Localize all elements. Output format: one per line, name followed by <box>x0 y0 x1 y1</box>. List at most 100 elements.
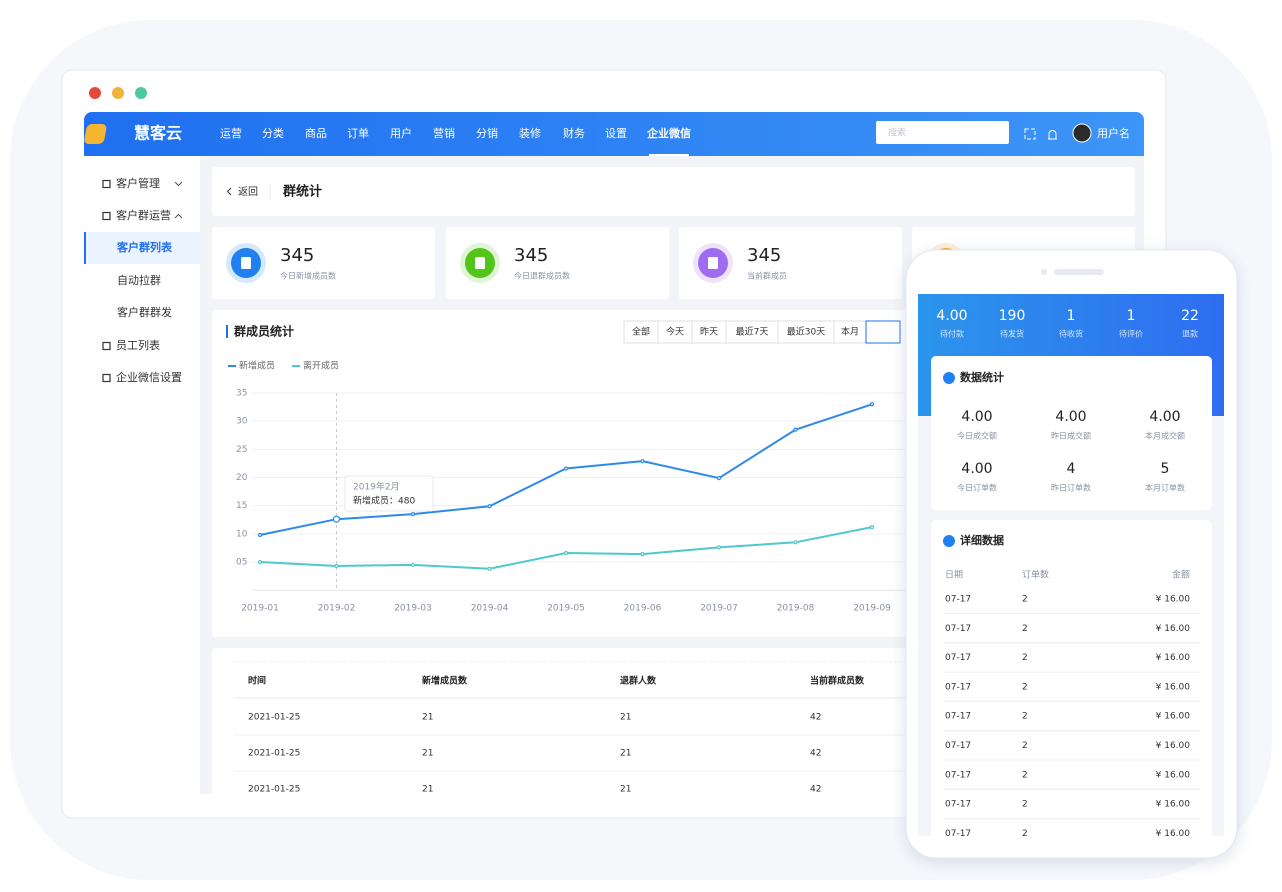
sidebar-item[interactable]: 员工列表 <box>116 338 160 352</box>
x-tick-label: 2019-08 <box>777 604 815 614</box>
data-point <box>793 540 798 545</box>
nav-item[interactable]: 分销 <box>476 126 498 140</box>
nav-item[interactable]: 营销 <box>433 126 455 140</box>
detail-cell: ¥ 16.00 <box>1156 624 1191 634</box>
filter-label: 今天 <box>666 326 684 338</box>
x-tick-label: 2019-03 <box>394 604 432 614</box>
stat-label: 本月成交额 <box>1145 431 1185 441</box>
nav-item[interactable]: 商品 <box>305 126 327 140</box>
table-header: 退群人数 <box>620 675 657 687</box>
nav-item[interactable]: 用户 <box>390 126 412 140</box>
table-cell: 42 <box>810 713 821 723</box>
breadcrumb-card <box>212 167 1135 216</box>
y-tick-label: 10 <box>236 529 248 539</box>
back-arrow <box>226 187 232 196</box>
sidebar-item[interactable]: 客户群运营 <box>116 208 171 222</box>
detail-header: 金额 <box>1172 569 1190 581</box>
detail-cell: 07-17 <box>945 829 971 839</box>
detail-cell: 07-17 <box>945 800 971 810</box>
detail-header: 订单数 <box>1022 569 1049 581</box>
detail-cell: 07-17 <box>945 741 971 751</box>
detail-cell: 2 <box>1022 770 1028 780</box>
back-link[interactable]: 返回 <box>238 186 258 198</box>
table-cell: 21 <box>620 785 631 795</box>
page-title: 群统计 <box>283 184 322 200</box>
detail-cell: ¥ 16.00 <box>1156 800 1191 810</box>
sidebar-item[interactable]: 客户管理 <box>116 176 160 190</box>
data-point <box>640 459 645 464</box>
stat-label: 昨日成交额 <box>1051 431 1091 441</box>
y-tick-label: 15 <box>236 501 247 511</box>
stat-value: 4.00 <box>961 409 992 425</box>
detail-cell: 2 <box>1022 595 1028 605</box>
data-point <box>640 552 645 557</box>
x-tick-label: 2019-02 <box>318 604 356 614</box>
table-header: 当前群成员数 <box>810 675 865 687</box>
sidebar-item[interactable]: 自动拉群 <box>117 273 161 287</box>
stats-icon <box>943 372 955 384</box>
summary-label: 待发货 <box>1000 329 1024 339</box>
stat-label: 昨日订单数 <box>1051 483 1091 493</box>
tooltip-title: 2019年2月 <box>353 481 400 493</box>
stats-card <box>931 356 1212 510</box>
data-point <box>793 427 798 432</box>
detail-cell: ¥ 16.00 <box>1156 682 1191 692</box>
stat-label: 今日成交额 <box>957 431 997 441</box>
detail-cell: 07-17 <box>945 682 971 692</box>
summary-value: 1 <box>1067 308 1076 324</box>
nav-item[interactable]: 财务 <box>563 126 585 140</box>
x-tick-label: 2019-06 <box>624 604 662 614</box>
data-point <box>563 550 569 556</box>
y-tick-label: 25 <box>236 445 247 455</box>
summary-value: 1 <box>1127 308 1136 324</box>
fullscreen-icon[interactable] <box>1024 128 1036 140</box>
detail-cell: 07-17 <box>945 624 971 634</box>
logo-icon <box>84 124 107 144</box>
filter-label: 全部 <box>632 326 650 338</box>
summary-value: 190 <box>999 308 1026 324</box>
nav-item[interactable]: 设置 <box>605 127 627 140</box>
y-tick-label: 20 <box>236 473 248 483</box>
avatar[interactable] <box>1072 123 1092 143</box>
filter-label: 最近30天 <box>787 326 825 338</box>
table-cell: 21 <box>422 785 433 795</box>
y-tick-label: 30 <box>236 417 248 427</box>
stat-label: 今日退群成员数 <box>514 271 570 281</box>
y-tick-label: 05 <box>236 558 247 568</box>
summary-label: 待收货 <box>1059 329 1083 339</box>
stat-label: 当前群成员 <box>747 271 787 281</box>
detail-title: 详细数据 <box>960 533 1004 547</box>
search-box[interactable] <box>876 121 1009 144</box>
x-tick-label: 2019-09 <box>853 604 891 614</box>
detail-icon <box>943 535 955 547</box>
sidebar-item[interactable]: 企业微信设置 <box>116 370 182 384</box>
phone-speaker <box>1054 269 1104 275</box>
x-tick-label: 2019-07 <box>700 604 738 614</box>
table-cell: 2021-01-25 <box>248 785 300 795</box>
x-tick-label: 2019-01 <box>241 604 279 614</box>
sidebar-item[interactable]: 客户群群发 <box>117 305 172 319</box>
tooltip <box>344 475 434 512</box>
nav-item[interactable]: 装修 <box>519 126 541 140</box>
table-cell: 21 <box>422 749 433 759</box>
nav-item[interactable]: 订单 <box>347 127 369 140</box>
sidebar-item[interactable]: 客户群列表 <box>116 240 173 254</box>
data-point <box>716 545 722 550</box>
filter-label: 本月 <box>841 326 859 338</box>
summary-value: 4.00 <box>936 308 967 324</box>
table-header: 时间 <box>248 675 266 687</box>
detail-cell: 2 <box>1022 741 1028 751</box>
nav-item[interactable]: 企业微信 <box>646 126 691 140</box>
filter-button[interactable] <box>865 320 901 344</box>
table-cell: 2021-01-25 <box>248 713 300 723</box>
bell-icon[interactable] <box>1048 130 1057 140</box>
stat-label: 今日订单数 <box>957 483 997 493</box>
table-cell: 21 <box>620 749 631 759</box>
data-point <box>563 466 569 471</box>
tooltip-text: 新增成员：480 <box>353 495 415 507</box>
nav-item[interactable]: 分类 <box>262 126 284 140</box>
data-point <box>487 566 492 571</box>
user-name: 用户名 <box>1097 126 1130 140</box>
nav-item[interactable]: 运营 <box>220 126 242 140</box>
